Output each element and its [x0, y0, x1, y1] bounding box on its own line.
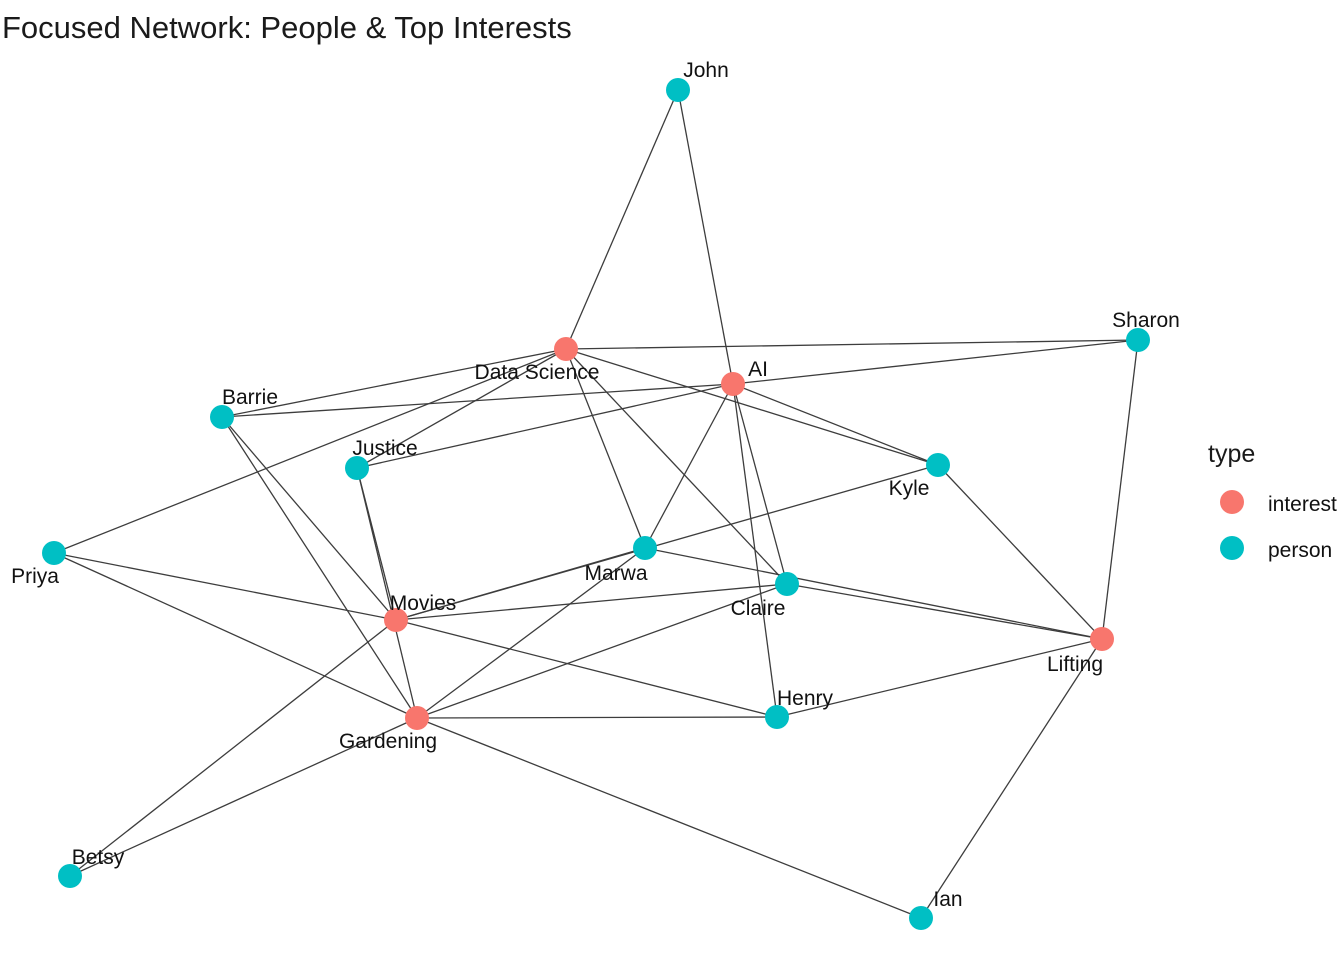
edge-barrie-data-science [221, 348, 567, 418]
legend-title: type [1208, 440, 1255, 468]
node-kyle [926, 453, 950, 477]
edge-betsy-gardening [69, 717, 418, 877]
node-barrie [210, 405, 234, 429]
node-justice [345, 456, 369, 480]
node-henry [765, 705, 789, 729]
edge-marwa-data-science [565, 348, 646, 549]
node-label-claire: Claire [731, 597, 786, 620]
edge-barrie-ai [221, 383, 734, 418]
edge-priya-gardening [53, 552, 418, 719]
edge-barrie-gardening [221, 416, 418, 719]
edge-henry-lifting [776, 638, 1103, 718]
node-label-john: John [683, 59, 729, 82]
legend-label-person: person [1268, 539, 1332, 562]
node-marwa [633, 536, 657, 560]
node-data-science [554, 337, 578, 361]
edge-betsy-movies [69, 619, 397, 877]
edge-marwa-lifting [644, 547, 1103, 640]
edge-john-data-science [565, 89, 679, 350]
node-gardening [405, 706, 429, 730]
edge-claire-movies [395, 583, 788, 621]
edge-sharon-data-science [565, 339, 1139, 350]
edge-priya-movies [53, 552, 397, 621]
node-label-ian: Ian [933, 888, 962, 911]
edge-henry-ai [732, 383, 778, 718]
edge-john-ai [677, 89, 734, 385]
legend-label-interest: interest [1268, 493, 1337, 516]
edge-justice-ai [356, 383, 734, 469]
node-ian [909, 906, 933, 930]
node-label-justice: Justice [352, 437, 417, 460]
legend-key-interest [1220, 490, 1244, 514]
node-label-marwa: Marwa [584, 562, 647, 585]
node-label-lifting: Lifting [1047, 653, 1103, 676]
edge-marwa-ai [644, 383, 734, 549]
page-title: Focused Network: People & Top Interests [2, 10, 572, 45]
node-label-movies: Movies [390, 592, 457, 615]
edge-ian-lifting [920, 638, 1103, 919]
edge-claire-ai [732, 383, 788, 585]
edge-kyle-data-science [565, 348, 939, 466]
node-label-barrie: Barrie [222, 386, 278, 409]
legend: type interest person [1208, 440, 1337, 562]
node-label-sharon: Sharon [1112, 309, 1180, 332]
node-label-kyle: Kyle [889, 477, 930, 500]
edge-claire-lifting [786, 583, 1103, 640]
node-label-priya: Priya [11, 565, 59, 588]
node-label-gardening: Gardening [339, 730, 437, 753]
node-label-betsy: Betsy [72, 846, 125, 869]
edge-justice-gardening [356, 467, 418, 719]
edge-claire-gardening [416, 583, 788, 719]
edge-sharon-lifting [1101, 339, 1139, 640]
edge-marwa-movies [395, 547, 646, 621]
edge-kyle-ai [732, 383, 939, 466]
node-layer [42, 78, 1150, 930]
legend-key-person [1220, 536, 1244, 560]
node-john [666, 78, 690, 102]
edge-kyle-lifting [937, 464, 1103, 640]
edge-henry-gardening [416, 716, 778, 719]
node-label-ai: AI [748, 358, 768, 381]
edge-sharon-ai [732, 339, 1139, 385]
edge-henry-movies [395, 619, 778, 718]
node-lifting [1090, 627, 1114, 651]
label-layer: Data Science AI Movies Gardening Lifting John… [11, 59, 1180, 911]
edge-layer [53, 89, 1139, 919]
edge-priya-data-science [53, 348, 567, 554]
node-sharon [1126, 328, 1150, 352]
edge-ian-gardening [416, 717, 922, 919]
node-label-data-science: Data Science [475, 361, 600, 384]
node-ai [721, 372, 745, 396]
node-priya [42, 541, 66, 565]
edge-barrie-movies [221, 416, 397, 621]
node-movies [384, 608, 408, 632]
node-betsy [58, 864, 82, 888]
edge-marwa-gardening [416, 547, 646, 719]
node-label-henry: Henry [777, 687, 834, 710]
edge-justice-data-science [356, 348, 567, 469]
edge-claire-data-science [565, 348, 788, 585]
node-claire [775, 572, 799, 596]
